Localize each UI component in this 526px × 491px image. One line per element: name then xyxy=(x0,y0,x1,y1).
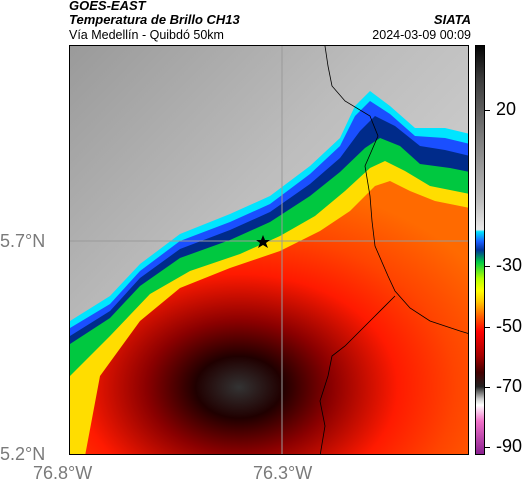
colorbar-label-minus-50: -50 xyxy=(496,316,523,336)
colorbar-tick xyxy=(485,110,490,111)
colorbar-label-20: 20 xyxy=(496,99,517,119)
timestamp: 2024-03-09 00:09 xyxy=(372,28,471,42)
satellite-title: GOES-EAST xyxy=(69,0,146,13)
lon-tick-76-3: 76.3°W xyxy=(253,463,313,483)
colorbar-tick xyxy=(485,266,490,267)
colorbar xyxy=(475,45,485,455)
colorbar-tick xyxy=(485,327,490,328)
lon-tick-76-8: 76.8°W xyxy=(33,463,93,483)
location-star-icon[interactable] xyxy=(256,235,270,248)
colorbar-tick xyxy=(485,447,490,448)
product-title: Temperatura de Brillo CH13 xyxy=(69,12,240,27)
lat-tick-5-7: 5.7°N xyxy=(0,231,46,251)
deep-convection-core xyxy=(85,181,468,454)
brightness-temperature-map[interactable] xyxy=(69,45,469,455)
colorbar-tick xyxy=(485,387,490,388)
org-label: SIATA xyxy=(433,12,471,27)
administrative-boundary xyxy=(324,46,468,334)
colorbar-label-minus-30: -30 xyxy=(496,255,523,275)
administrative-boundary-2 xyxy=(319,295,396,454)
colorbar-label-minus-70: -70 xyxy=(496,376,523,396)
lat-tick-5-2: 5.2°N xyxy=(0,444,46,464)
region-subtitle: Vía Medellín - Quibdó 50km xyxy=(69,28,224,42)
colorbar-label-minus-90: -90 xyxy=(496,436,523,456)
